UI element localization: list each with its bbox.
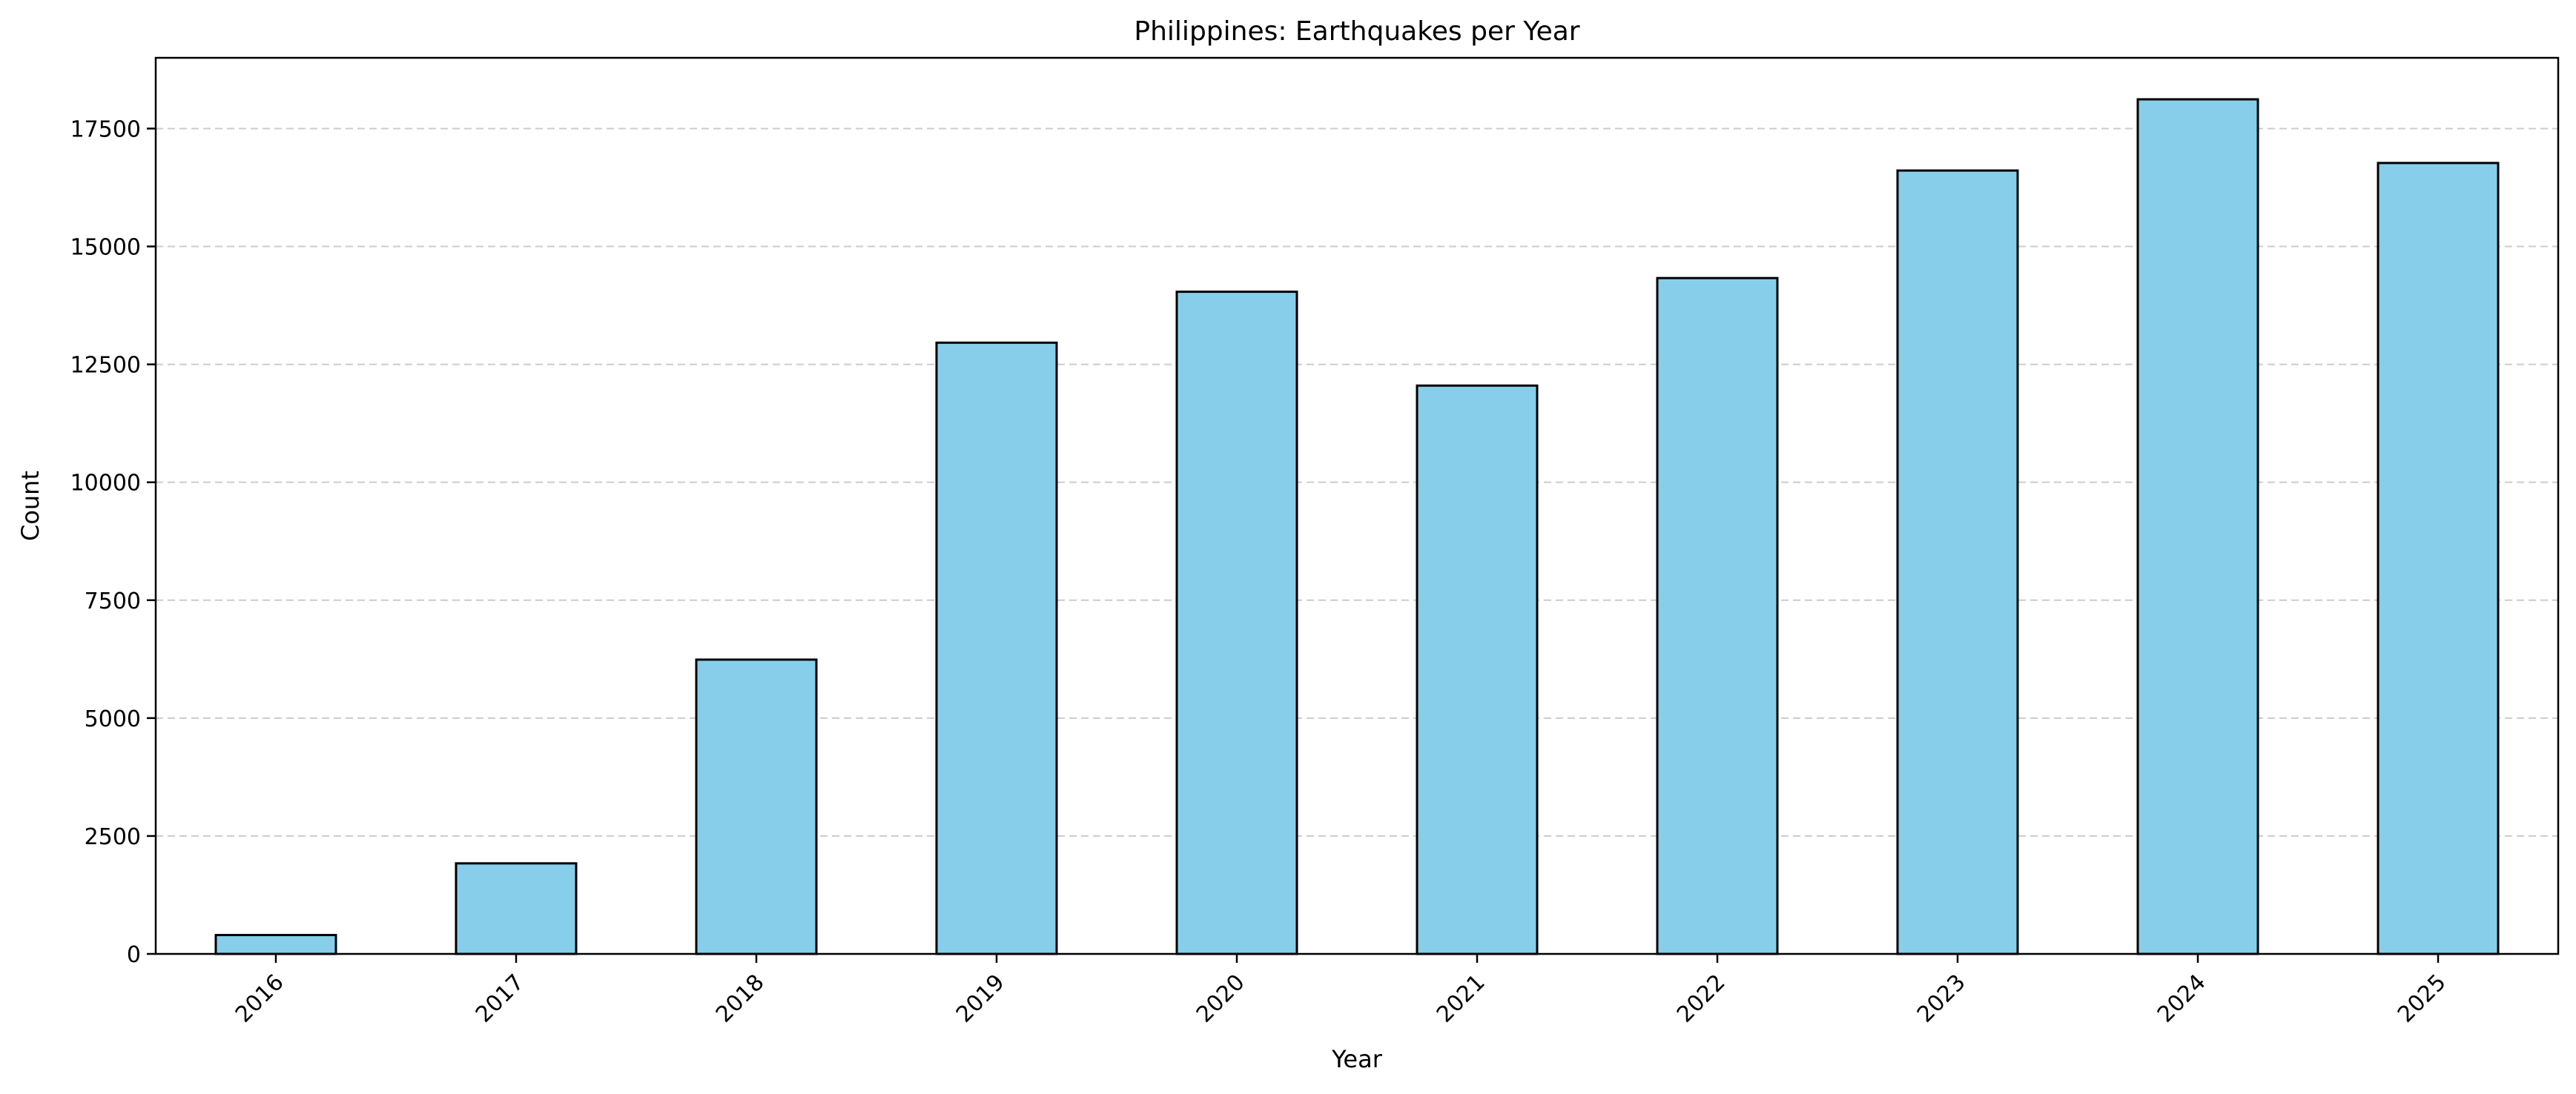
bar-2017 bbox=[455, 862, 578, 955]
bar-2021 bbox=[1416, 384, 1539, 955]
y-tick-label: 7500 bbox=[85, 589, 141, 614]
x-tick-label: 2022 bbox=[1672, 969, 1731, 1028]
x-tick-label: 2025 bbox=[2393, 969, 2451, 1028]
chart-title: Philippines: Earthquakes per Year bbox=[1134, 16, 1579, 47]
x-tick-label: 2023 bbox=[1912, 969, 1971, 1028]
y-tick-label: 2500 bbox=[85, 824, 141, 850]
bar-2019 bbox=[935, 341, 1058, 955]
y-tick-label: 15000 bbox=[70, 235, 141, 261]
bar-2025 bbox=[2377, 162, 2500, 955]
y-tick-label: 17500 bbox=[70, 116, 141, 142]
x-tick-label: 2020 bbox=[1192, 969, 1250, 1028]
bar-2022 bbox=[1656, 276, 1779, 955]
y-tick-label: 10000 bbox=[70, 471, 141, 497]
bar-2023 bbox=[1896, 169, 2019, 955]
bar-2024 bbox=[2136, 98, 2259, 955]
x-tick-label: 2021 bbox=[1432, 969, 1490, 1028]
x-tick-label: 2016 bbox=[231, 969, 289, 1028]
y-tick-label: 12500 bbox=[70, 353, 141, 379]
x-tick-label: 2017 bbox=[471, 969, 529, 1028]
bar-2020 bbox=[1175, 291, 1298, 955]
grid-lines bbox=[156, 127, 2558, 837]
bar-2018 bbox=[695, 658, 818, 955]
y-tick-label: 0 bbox=[127, 942, 141, 968]
y-axis-label: Count bbox=[16, 471, 44, 541]
x-tick-label: 2019 bbox=[951, 969, 1010, 1028]
y-tick-label: 5000 bbox=[85, 706, 141, 732]
y-axis-ticks: 0 2500 5000 7500 10000 12500 15000 17500 bbox=[70, 116, 156, 968]
x-axis-label: Year bbox=[1331, 1045, 1383, 1073]
x-tick-label: 2024 bbox=[2153, 969, 2211, 1028]
x-tick-label: 2018 bbox=[711, 969, 770, 1028]
bar-2016 bbox=[214, 934, 337, 955]
bars bbox=[214, 98, 2500, 955]
x-axis-ticks: 2016 2017 2018 2019 2020 2021 2022 2023 2024 2025 bbox=[231, 954, 2451, 1028]
plot-frame bbox=[154, 56, 2560, 955]
